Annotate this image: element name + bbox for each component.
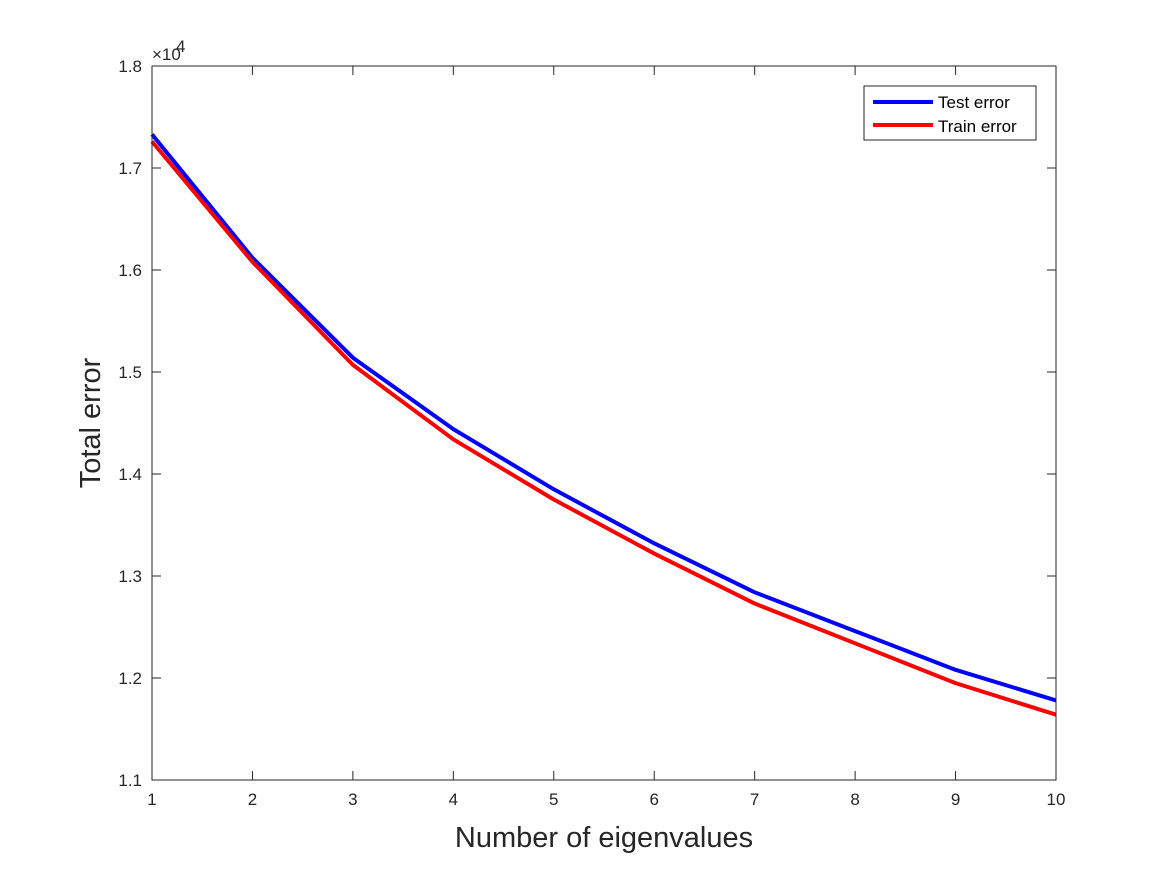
- x-tick-label: 1: [147, 790, 156, 809]
- legend-text-train-error: Train error: [938, 117, 1017, 136]
- y-tick-label: 1.7: [118, 159, 142, 178]
- x-tick-label: 5: [549, 790, 558, 809]
- legend-text-test-error: Test error: [938, 93, 1010, 112]
- x-tick-label: 4: [449, 790, 458, 809]
- axes-box: [151, 65, 1057, 781]
- x-tick-label: 3: [348, 790, 357, 809]
- y-tick-label: 1.5: [118, 363, 142, 382]
- y-exponent-power: 4: [176, 37, 185, 56]
- y-exponent-base: ×10: [152, 45, 181, 64]
- series-layer: [150, 133, 1057, 717]
- x-tick-label: 7: [750, 790, 759, 809]
- legend: Test error Train error: [863, 85, 1037, 141]
- y-tick-label: 1.2: [118, 669, 142, 688]
- series-line-test-error: [150, 133, 1057, 703]
- y-axis-label: Total error: [75, 357, 107, 488]
- y-tick-label: 1.4: [118, 465, 142, 484]
- x-tick-label: 10: [1047, 790, 1066, 809]
- y-ticks: 1.1 1.2 1.3 1.4 1.5 1.6 1.7 1.8: [118, 57, 1056, 790]
- x-tick-label: 2: [248, 790, 257, 809]
- y-tick-label: 1.3: [118, 567, 142, 586]
- x-tick-label: 8: [850, 790, 859, 809]
- x-ticks: 1 2 3 4 5 6 7 8 9 10: [147, 66, 1065, 809]
- x-tick-label: 6: [649, 790, 658, 809]
- x-tick-label: 9: [951, 790, 960, 809]
- y-tick-label: 1.1: [118, 771, 142, 790]
- legend-box: [863, 85, 1037, 141]
- x-axis-label: Number of eigenvalues: [455, 822, 753, 854]
- y-tick-label: 1.8: [118, 57, 142, 76]
- y-tick-label: 1.6: [118, 261, 142, 280]
- plot-area: [152, 66, 1056, 780]
- series-line-train-error: [150, 140, 1057, 717]
